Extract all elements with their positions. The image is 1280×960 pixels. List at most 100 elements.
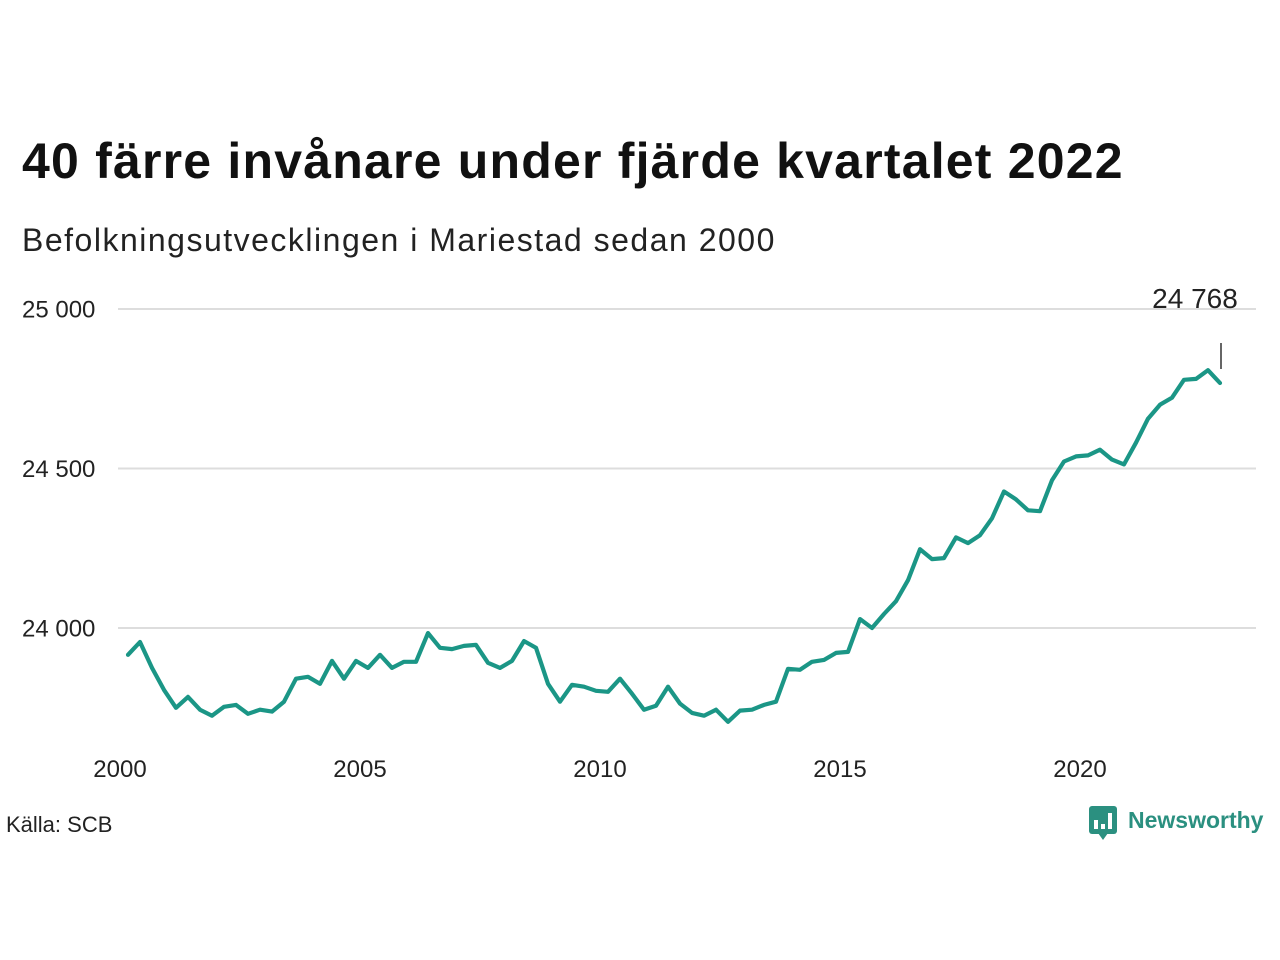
data-point	[966, 541, 970, 545]
data-point	[606, 690, 610, 694]
data-point	[618, 676, 622, 681]
data-point	[186, 695, 190, 699]
data-point	[786, 667, 790, 671]
data-point	[414, 660, 418, 664]
newsworthy-chart-bubble-icon	[1089, 806, 1117, 840]
data-point	[294, 676, 298, 681]
data-point	[270, 709, 274, 714]
data-point	[822, 658, 826, 662]
data-point	[1026, 508, 1030, 513]
data-point	[1206, 368, 1210, 373]
data-point	[306, 675, 310, 679]
data-point	[1074, 454, 1078, 459]
y-tick-label: 25 000	[22, 297, 95, 324]
data-point	[126, 653, 130, 657]
y-axis-tick-labels: 24 000 24 500 25 000	[22, 297, 95, 643]
data-point	[582, 684, 586, 689]
data-point	[1098, 447, 1102, 452]
data-point	[954, 535, 958, 540]
data-point	[450, 647, 454, 651]
data-point	[1002, 489, 1006, 494]
x-tick-label: 2000	[93, 756, 146, 783]
data-point	[174, 706, 178, 710]
x-tick-label: 2010	[573, 756, 626, 783]
data-point	[726, 720, 730, 724]
data-point	[366, 666, 370, 670]
data-point	[630, 691, 634, 696]
x-tick-label: 2020	[1053, 756, 1106, 783]
data-point	[342, 676, 346, 681]
data-point	[846, 650, 850, 654]
data-point	[138, 640, 142, 644]
data-point	[594, 689, 598, 693]
chart-title: 40 färre invånare under fjärde kvartalet…	[22, 133, 1124, 189]
data-point	[666, 684, 670, 689]
data-point	[1194, 377, 1198, 381]
data-point	[150, 666, 154, 670]
data-point	[798, 668, 802, 672]
data-point	[222, 705, 226, 709]
data-point	[714, 707, 718, 712]
data-point	[1050, 478, 1054, 483]
data-point	[642, 707, 646, 712]
data-point	[1134, 440, 1138, 445]
data-point	[522, 639, 526, 643]
data-point	[378, 653, 382, 657]
data-point	[246, 712, 250, 716]
data-point	[870, 626, 874, 630]
data-point	[978, 533, 982, 537]
data-point	[738, 708, 742, 713]
data-point	[654, 704, 658, 708]
data-point	[834, 651, 838, 655]
gridlines	[118, 308, 1256, 629]
data-point	[462, 644, 466, 648]
data-points	[126, 368, 1222, 724]
data-point	[510, 659, 514, 663]
data-point	[810, 660, 814, 664]
data-point	[390, 666, 394, 670]
data-point	[318, 682, 322, 686]
data-point	[906, 578, 910, 582]
newsworthy-brand-name: Newsworthy	[1128, 807, 1264, 833]
series-line	[125, 368, 1223, 724]
chart-subtitle: Befolkningsutvecklingen i Mariestad seda…	[22, 222, 776, 258]
data-point	[774, 699, 778, 704]
data-point	[570, 683, 574, 687]
data-point	[942, 556, 946, 560]
data-point	[234, 703, 238, 707]
data-point	[882, 612, 886, 616]
x-tick-label: 2015	[813, 756, 866, 783]
data-point	[930, 557, 934, 561]
data-point	[198, 707, 202, 712]
data-point	[678, 701, 682, 706]
data-point	[546, 682, 550, 686]
data-point	[558, 699, 562, 704]
data-point	[426, 631, 430, 635]
data-point	[498, 666, 502, 670]
data-point	[702, 713, 706, 718]
data-point	[1170, 395, 1174, 400]
y-tick-label: 24 500	[22, 456, 95, 483]
data-point	[210, 713, 214, 718]
last-value-annotation: 24 768	[1152, 283, 1238, 370]
data-point	[402, 660, 406, 664]
data-point	[1146, 416, 1150, 421]
x-axis-tick-labels: 2000 2005 2010 2015 2020	[93, 756, 1106, 783]
data-point	[1086, 453, 1090, 458]
data-point	[162, 688, 166, 692]
newsworthy-logo: Newsworthy	[1089, 806, 1264, 840]
data-point	[894, 599, 898, 603]
last-value-label: 24 768	[1152, 283, 1238, 314]
x-tick-label: 2005	[333, 756, 386, 783]
data-point	[1038, 509, 1042, 513]
data-point	[258, 707, 262, 712]
data-point	[1062, 459, 1066, 464]
data-point	[330, 659, 334, 663]
data-point	[990, 516, 994, 521]
data-point	[534, 646, 538, 650]
data-point	[282, 699, 286, 704]
data-point	[1218, 381, 1222, 385]
data-point	[1182, 378, 1186, 382]
data-point	[762, 703, 766, 707]
data-point	[918, 547, 922, 551]
